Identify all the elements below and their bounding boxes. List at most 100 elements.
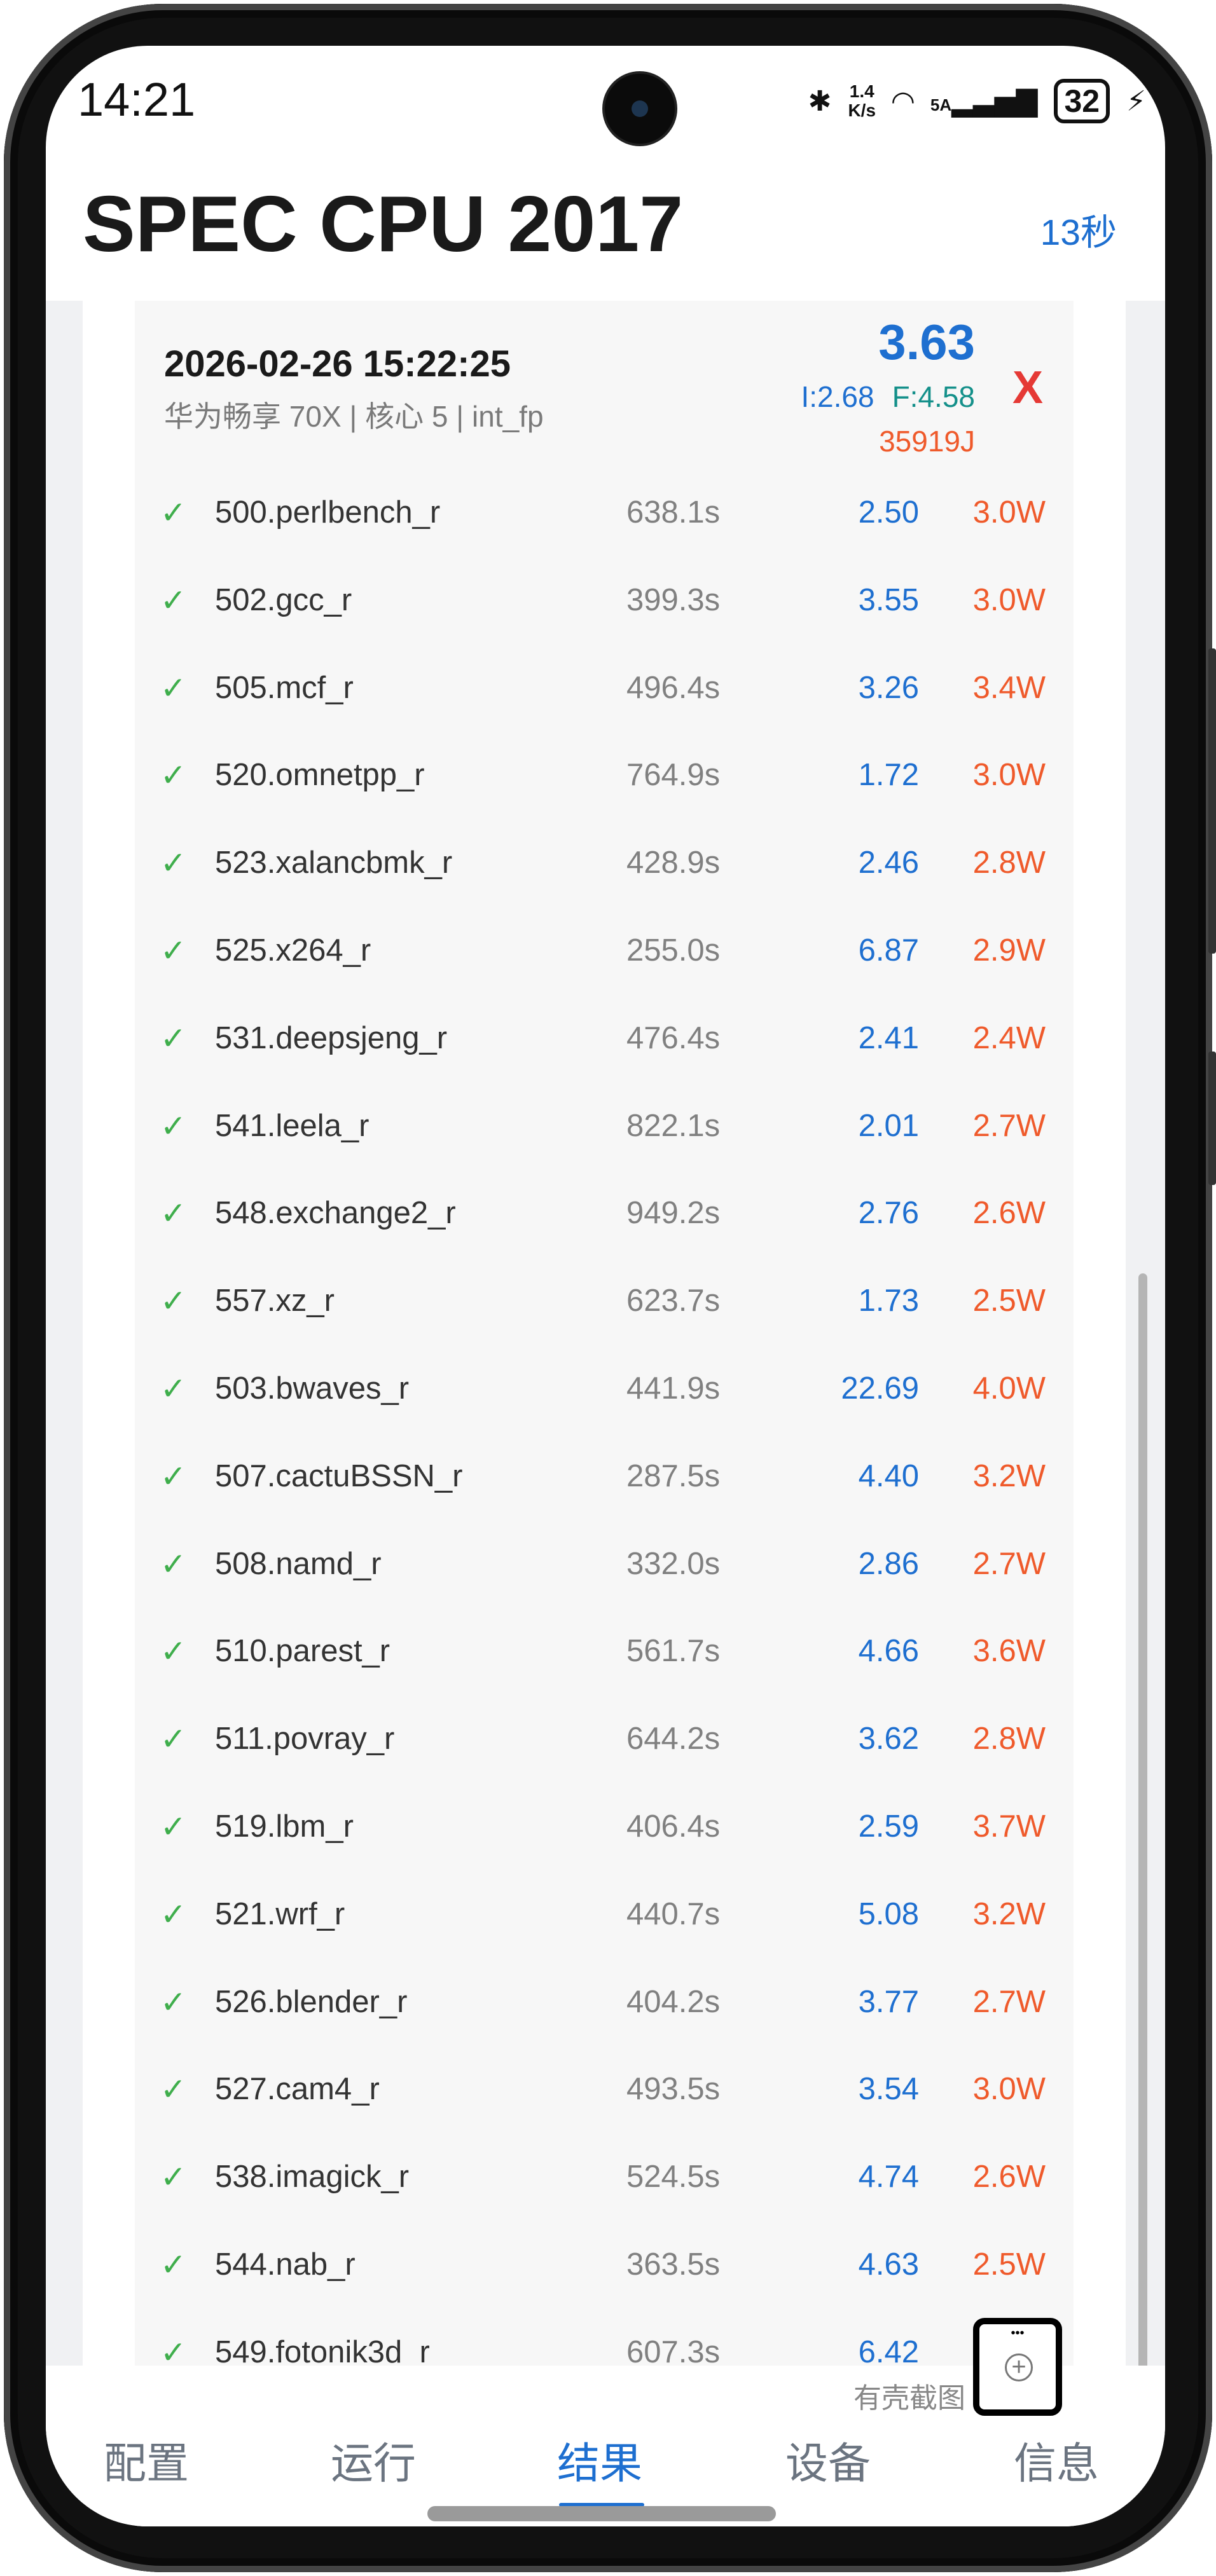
check-icon: ✓: [160, 1196, 187, 1231]
benchmark-row: ✓ 548.exchange2_r 949.2s 2.76 2.6W: [135, 1181, 1074, 1245]
benchmark-row: ✓ 505.mcf_r 496.4s 3.26 3.4W: [135, 656, 1074, 720]
benchmark-power: 3.2W: [972, 1458, 1046, 1493]
benchmark-name: 502.gcc_r: [215, 582, 352, 617]
benchmark-time: 561.7s: [626, 1634, 721, 1669]
benchmark-power: 3.0W: [972, 758, 1046, 793]
benchmark-score: 3.26: [858, 670, 919, 705]
benchmark-power: 2.8W: [972, 846, 1046, 880]
benchmark-name: 538.imagick_r: [215, 2160, 410, 2195]
check-icon: ✓: [160, 583, 187, 618]
more-icon: •••: [1011, 2326, 1025, 2340]
delete-result-button[interactable]: X: [1012, 362, 1043, 413]
int-score: I:2.68: [801, 380, 874, 413]
tab-3[interactable]: 设备: [785, 2440, 871, 2488]
tab-4[interactable]: 信息: [1014, 2440, 1099, 2488]
benchmark-time: 822.1s: [626, 1108, 721, 1143]
benchmark-power: 2.9W: [972, 933, 1046, 968]
benchmark-name: 500.perlbench_r: [215, 495, 441, 530]
benchmark-power: 4.0W: [972, 1371, 1046, 1406]
benchmark-name: 519.lbm_r: [215, 1809, 354, 1844]
page-title: SPEC CPU 2017: [83, 181, 684, 268]
benchmark-score: 2.01: [858, 1108, 919, 1143]
benchmark-row: ✓ 521.wrf_r 440.7s 5.08 3.2W: [135, 1882, 1074, 1946]
check-icon: ✓: [160, 2072, 187, 2107]
check-icon: ✓: [160, 934, 187, 968]
benchmark-score: 4.63: [858, 2247, 919, 2282]
home-indicator[interactable]: [427, 2506, 776, 2521]
benchmark-time: 399.3s: [626, 582, 721, 617]
benchmark-power: 3.0W: [972, 495, 1046, 530]
benchmark-row: ✓ 531.deepsjeng_r 476.4s 2.41 2.4W: [135, 1006, 1074, 1070]
benchmark-score: 3.55: [858, 582, 919, 617]
benchmark-score: 6.87: [858, 933, 919, 968]
power-button: [1208, 1052, 1216, 1185]
benchmark-row: ✓ 511.povray_r 644.2s 3.62 2.8W: [135, 1707, 1074, 1771]
benchmark-power: 2.7W: [972, 1546, 1046, 1581]
benchmark-power: 3.7W: [972, 1809, 1046, 1844]
benchmark-name: 521.wrf_r: [215, 1896, 345, 1931]
status-time: 14:21: [78, 73, 196, 126]
benchmark-time: 638.1s: [626, 495, 721, 530]
tab-2[interactable]: 结果: [557, 2440, 642, 2488]
result-card: 2026-02-26 15:22:25 华为畅享 70X | 核心 5 | in…: [135, 301, 1074, 2370]
benchmark-row: ✓ 519.lbm_r 406.4s 2.59 3.7W: [135, 1795, 1074, 1858]
net-speed-value: 1.4: [849, 81, 874, 101]
result-datetime: 2026-02-26 15:22:25: [164, 343, 511, 385]
benchmark-power: 2.8W: [972, 1722, 1046, 1757]
check-icon: ✓: [160, 846, 187, 881]
benchmark-time: 428.9s: [626, 846, 721, 880]
benchmark-score: 6.42: [858, 2334, 919, 2369]
benchmark-name: 510.parest_r: [215, 1634, 390, 1669]
check-icon: ✓: [160, 1284, 187, 1319]
check-icon: ✓: [160, 1547, 187, 1582]
check-icon: ✓: [160, 1372, 187, 1406]
benchmark-time: 764.9s: [626, 758, 721, 793]
benchmark-time: 406.4s: [626, 1809, 721, 1844]
active-tab-indicator: [559, 2503, 644, 2507]
benchmark-power: 2.5W: [972, 2247, 1046, 2282]
benchmark-score: 4.74: [858, 2160, 919, 2195]
benchmark-row: ✓ 557.xz_r 623.7s 1.73 2.5W: [135, 1269, 1074, 1333]
screenshot-widget[interactable]: ••• +: [973, 2318, 1062, 2416]
benchmark-name: 557.xz_r: [215, 1284, 335, 1319]
benchmark-score: 2.59: [858, 1809, 919, 1844]
benchmark-score: 3.54: [858, 2072, 919, 2107]
benchmark-name: 525.x264_r: [215, 933, 371, 968]
result-subtitle: 华为畅享 70X | 核心 5 | int_fp: [164, 400, 544, 433]
tab-0[interactable]: 配置: [104, 2440, 189, 2488]
benchmark-score: 4.40: [858, 1458, 919, 1493]
results-scroll-area[interactable]: 2026-02-26 15:22:25 华为畅享 70X | 核心 5 | in…: [46, 301, 1165, 2526]
benchmark-time: 287.5s: [626, 1458, 721, 1493]
check-icon: ✓: [160, 1109, 187, 1144]
benchmark-row: ✓ 526.blender_r 404.2s 3.77 2.7W: [135, 1970, 1074, 2034]
benchmark-name: 503.bwaves_r: [215, 1371, 410, 1406]
benchmark-name: 526.blender_r: [215, 1984, 408, 2019]
benchmark-time: 623.7s: [626, 1284, 721, 1319]
benchmark-time: 404.2s: [626, 1984, 721, 2019]
benchmark-time: 493.5s: [626, 2072, 721, 2107]
benchmark-name: 523.xalancbmk_r: [215, 846, 453, 880]
benchmark-name: 508.namd_r: [215, 1546, 382, 1581]
benchmark-time: 255.0s: [626, 933, 721, 968]
net-speed-unit: K/s: [848, 100, 876, 120]
screen: 14:21 ✱ 1.4 K/s ◠ 5A▂▃▅▇ 32 ⚡ SPEC CPU 20…: [46, 46, 1165, 2526]
benchmark-time: 332.0s: [626, 1546, 721, 1581]
tab-1[interactable]: 运行: [331, 2440, 416, 2488]
signal-icon: 5A▂▃▅▇: [930, 85, 1038, 117]
check-icon: ✓: [160, 1634, 187, 1669]
scrollbar[interactable]: [1138, 1273, 1147, 2526]
benchmark-name: 541.leela_r: [215, 1108, 370, 1143]
benchmark-score: 2.46: [858, 846, 919, 880]
check-icon: ✓: [160, 758, 187, 793]
results-panel: 2026-02-26 15:22:25 华为畅享 70X | 核心 5 | in…: [83, 301, 1126, 2370]
benchmark-name: 505.mcf_r: [215, 670, 354, 705]
benchmark-row: ✓ 538.imagick_r 524.5s 4.74 2.6W: [135, 2145, 1074, 2209]
benchmark-score: 4.66: [858, 1634, 919, 1669]
widget-label: 有壳截图: [853, 2383, 965, 2414]
benchmark-row: ✓ 508.namd_r 332.0s 2.86 2.7W: [135, 1532, 1074, 1596]
benchmark-row: ✓ 502.gcc_r 399.3s 3.55 3.0W: [135, 568, 1074, 632]
fp-score: F:4.58: [892, 380, 975, 413]
benchmark-time: 524.5s: [626, 2160, 721, 2195]
benchmark-power: 2.7W: [972, 1984, 1046, 2019]
benchmark-row: ✓ 507.cactuBSSN_r 287.5s 4.40 3.2W: [135, 1444, 1074, 1508]
